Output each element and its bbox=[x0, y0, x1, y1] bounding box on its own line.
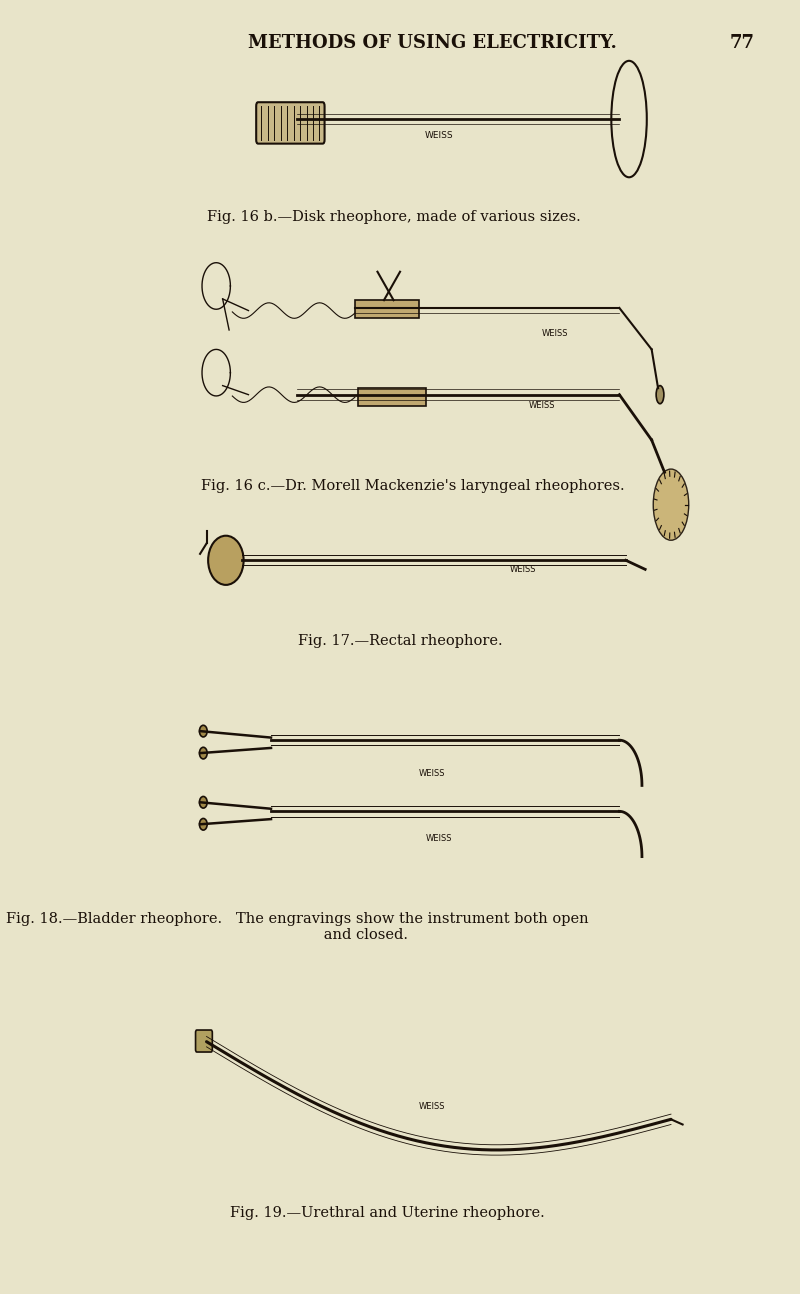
FancyBboxPatch shape bbox=[256, 102, 325, 144]
Ellipse shape bbox=[199, 796, 207, 807]
Ellipse shape bbox=[654, 468, 689, 541]
Text: Fig. 18.—Bladder rheophore.   The engravings show the instrument both open
     : Fig. 18.—Bladder rheophore. The engravin… bbox=[6, 912, 588, 942]
Text: Fig. 16 c.—Dr. Morell Mackenzie's laryngeal rheophores.: Fig. 16 c.—Dr. Morell Mackenzie's laryng… bbox=[201, 479, 625, 493]
Text: Fig. 17.—Rectal rheophore.: Fig. 17.—Rectal rheophore. bbox=[298, 634, 502, 648]
Text: WEISS: WEISS bbox=[425, 132, 453, 140]
Text: METHODS OF USING ELECTRICITY.: METHODS OF USING ELECTRICITY. bbox=[248, 34, 617, 52]
FancyBboxPatch shape bbox=[358, 388, 426, 406]
Text: Fig. 16 b.—Disk rheophore, made of various sizes.: Fig. 16 b.—Disk rheophore, made of vario… bbox=[206, 210, 581, 224]
Text: Fig. 19.—Urethral and Uterine rheophore.: Fig. 19.—Urethral and Uterine rheophore. bbox=[230, 1206, 545, 1220]
Text: WEISS: WEISS bbox=[426, 835, 452, 842]
Ellipse shape bbox=[199, 725, 207, 738]
FancyBboxPatch shape bbox=[195, 1030, 212, 1052]
Text: WEISS: WEISS bbox=[529, 401, 555, 409]
Ellipse shape bbox=[611, 61, 646, 177]
Ellipse shape bbox=[199, 748, 207, 758]
Ellipse shape bbox=[199, 819, 207, 831]
Text: 77: 77 bbox=[730, 34, 754, 52]
Text: WEISS: WEISS bbox=[542, 330, 568, 338]
Text: WEISS: WEISS bbox=[419, 770, 446, 778]
Ellipse shape bbox=[208, 536, 244, 585]
Text: WEISS: WEISS bbox=[510, 565, 536, 573]
Text: WEISS: WEISS bbox=[419, 1102, 446, 1110]
FancyBboxPatch shape bbox=[355, 300, 419, 318]
Ellipse shape bbox=[656, 386, 664, 404]
